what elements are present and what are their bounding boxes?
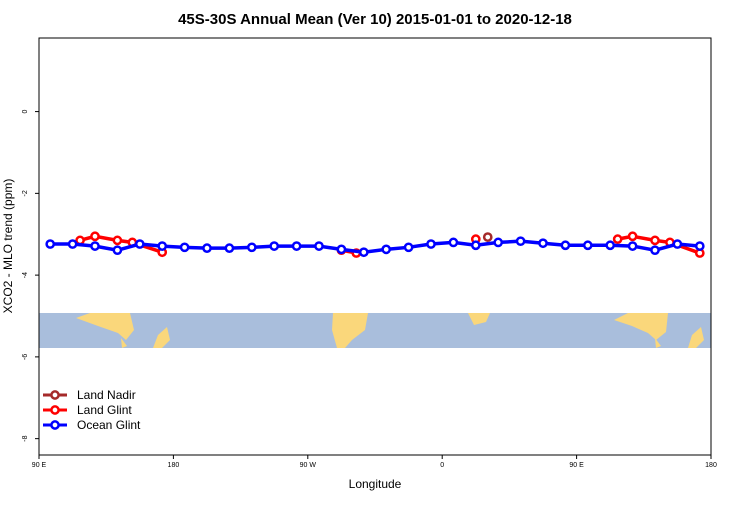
series (45, 236, 705, 258)
x-tick-label: 90 E (569, 462, 584, 469)
point (381, 244, 392, 255)
point (448, 237, 459, 248)
point (45, 239, 56, 249)
point (358, 247, 369, 258)
point (493, 237, 504, 248)
point (612, 234, 623, 244)
point (582, 240, 593, 251)
point (650, 245, 660, 256)
point (224, 243, 235, 253)
y-tick-label: -6 (22, 354, 29, 360)
point (515, 236, 526, 247)
point (627, 231, 638, 242)
point (482, 232, 493, 242)
x-tick-label: 180 (705, 462, 717, 469)
x-tick-label: 90 E (32, 462, 47, 469)
point (90, 231, 100, 242)
point (627, 241, 638, 251)
y-tick-label: 0 (22, 110, 29, 114)
legend-swatch-marker (50, 390, 60, 400)
point (336, 244, 347, 255)
x-tick-label: 90 W (300, 462, 317, 469)
y-tick-label: -4 (22, 272, 29, 278)
point (179, 242, 190, 253)
point (538, 238, 548, 249)
point (694, 241, 705, 251)
point (112, 245, 123, 256)
point (90, 241, 100, 251)
point (426, 239, 436, 249)
legend-swatch-marker (50, 420, 60, 430)
point (672, 239, 683, 249)
point (650, 235, 660, 246)
point (112, 235, 123, 246)
point (157, 241, 168, 251)
series (482, 232, 493, 242)
x-axis-label: Longitude (349, 477, 402, 491)
legend-label: Land Glint (77, 403, 132, 417)
y-tick-label: -2 (22, 190, 29, 196)
point (560, 240, 571, 251)
point (269, 241, 280, 251)
point (134, 239, 145, 249)
legend-label: Land Nadir (77, 388, 136, 402)
chart-title: 45S-30S Annual Mean (Ver 10) 2015-01-01 … (178, 11, 572, 28)
point (291, 241, 302, 251)
x-tick-label: 180 (168, 462, 180, 469)
point (314, 241, 324, 251)
plot-frame (38, 37, 712, 456)
point (202, 243, 212, 253)
map-band (39, 313, 711, 348)
point (403, 242, 414, 253)
x-tick-label: 0 (440, 462, 444, 469)
point (470, 240, 481, 251)
legend-swatch-marker (50, 405, 60, 415)
point (605, 240, 616, 251)
point (67, 239, 78, 249)
legend-label: Ocean Glint (77, 418, 141, 432)
point (246, 242, 257, 253)
y-tick-label: -8 (22, 435, 29, 441)
y-axis-label: XCO2 - MLO trend (ppm) (1, 179, 15, 314)
